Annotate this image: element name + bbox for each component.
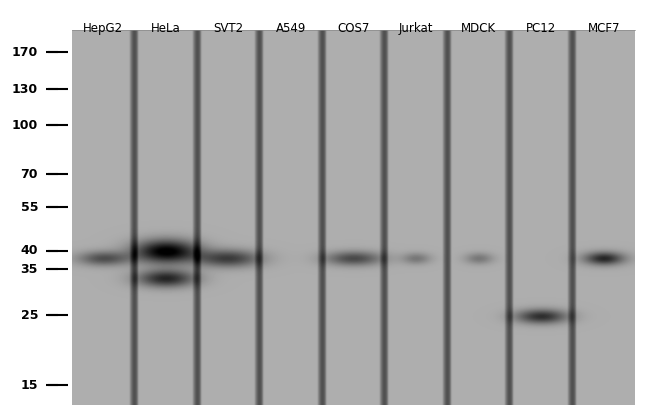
Text: 130: 130 (12, 83, 38, 96)
Text: MCF7: MCF7 (588, 22, 620, 35)
Text: 100: 100 (12, 119, 38, 132)
Text: HepG2: HepG2 (83, 22, 124, 35)
Text: 25: 25 (21, 309, 38, 322)
Text: COS7: COS7 (337, 22, 370, 35)
Text: 40: 40 (21, 244, 38, 257)
Text: 70: 70 (21, 168, 38, 181)
Text: HeLa: HeLa (151, 22, 181, 35)
Text: PC12: PC12 (526, 22, 556, 35)
Text: 170: 170 (12, 46, 38, 59)
Text: Jurkat: Jurkat (399, 22, 434, 35)
Text: SVT2: SVT2 (213, 22, 244, 35)
Text: 55: 55 (21, 201, 38, 214)
Text: 35: 35 (21, 263, 38, 275)
Text: MDCK: MDCK (461, 22, 496, 35)
Text: 15: 15 (21, 379, 38, 392)
Text: A549: A549 (276, 22, 306, 35)
